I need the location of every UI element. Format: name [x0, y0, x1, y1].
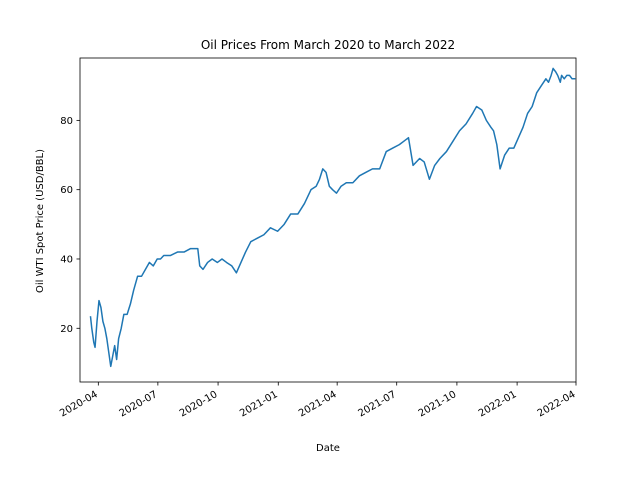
y-tick-label: 40	[60, 254, 73, 265]
y-axis: 20 40 60 80	[60, 116, 80, 335]
x-tick-label: 2022-01	[477, 389, 519, 419]
x-tick-label: 2021-01	[238, 389, 280, 419]
chart-title: Oil Prices From March 2020 to March 2022	[201, 38, 455, 52]
y-tick-label: 80	[60, 116, 73, 127]
plot-area	[79, 57, 577, 383]
x-tick-label: 2021-04	[297, 389, 339, 419]
series-layer	[89, 67, 576, 368]
y-axis-label: Oil WTI Spot Price (USD/BBL)	[35, 149, 46, 293]
x-tick-label: 2020-04	[58, 389, 100, 419]
x-axis-label: Date	[316, 443, 340, 454]
plot-frame	[79, 57, 577, 383]
y-tick-label: 20	[60, 324, 73, 335]
x-tick-label: 2021-07	[357, 389, 399, 419]
x-axis: 2020-04 2020-07 2020-10 2021-01 2021-04 2021-…	[58, 382, 578, 419]
x-tick-label: 2020-10	[178, 389, 220, 419]
x-tick-label: 2022-04	[536, 389, 578, 419]
x-tick-label: 2020-07	[118, 389, 160, 419]
y-tick-label: 60	[60, 185, 73, 196]
series-line-0	[89, 67, 576, 368]
x-tick-label: 2021-10	[417, 389, 459, 419]
